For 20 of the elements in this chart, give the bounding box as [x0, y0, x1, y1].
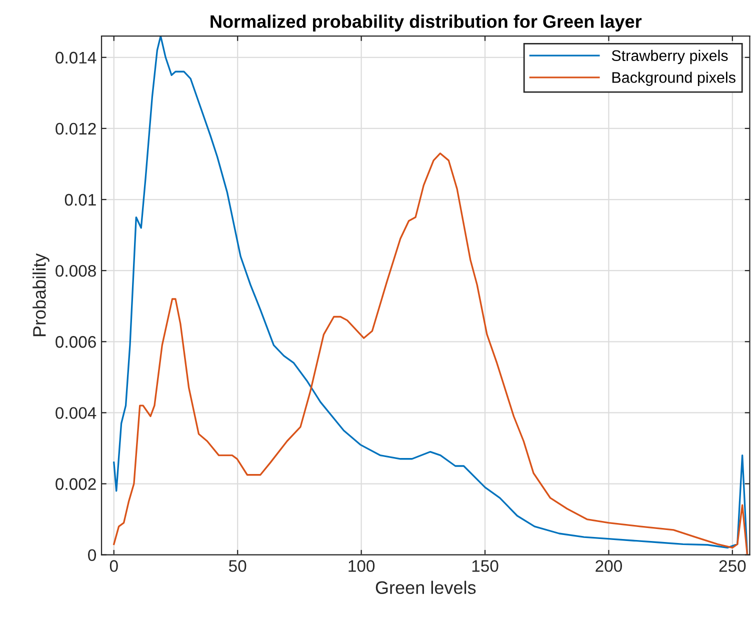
- y-tick-label: 0: [88, 549, 96, 562]
- y-tick-label: 0.012: [56, 122, 96, 135]
- y-tick-label: 0.002: [56, 478, 96, 490]
- x-tick-label: 0: [110, 560, 118, 572]
- y-tick-label: 0.004: [56, 407, 96, 419]
- x-tick-label: 250: [719, 560, 746, 572]
- y-axis-title: Probability: [32, 253, 50, 336]
- chart-title: Normalized probability distribution for Green layer: [210, 14, 642, 32]
- x-axis-title: Green levels: [376, 580, 476, 594]
- line-series: [113, 152, 748, 555]
- y-tick-label: 0.014: [56, 52, 96, 64]
- y-tick-label: 0.01: [64, 194, 96, 206]
- y-tick-label: 0.008: [56, 264, 96, 277]
- legend-label: Background pixels: [612, 72, 736, 86]
- x-tick-label: 100: [348, 560, 375, 572]
- x-tick-label: 150: [472, 560, 498, 572]
- legend-label: Strawberry pixels: [612, 50, 728, 64]
- y-tick-label: 0.006: [56, 336, 96, 348]
- x-tick-label: 50: [228, 560, 246, 572]
- x-tick-label: 200: [596, 560, 622, 572]
